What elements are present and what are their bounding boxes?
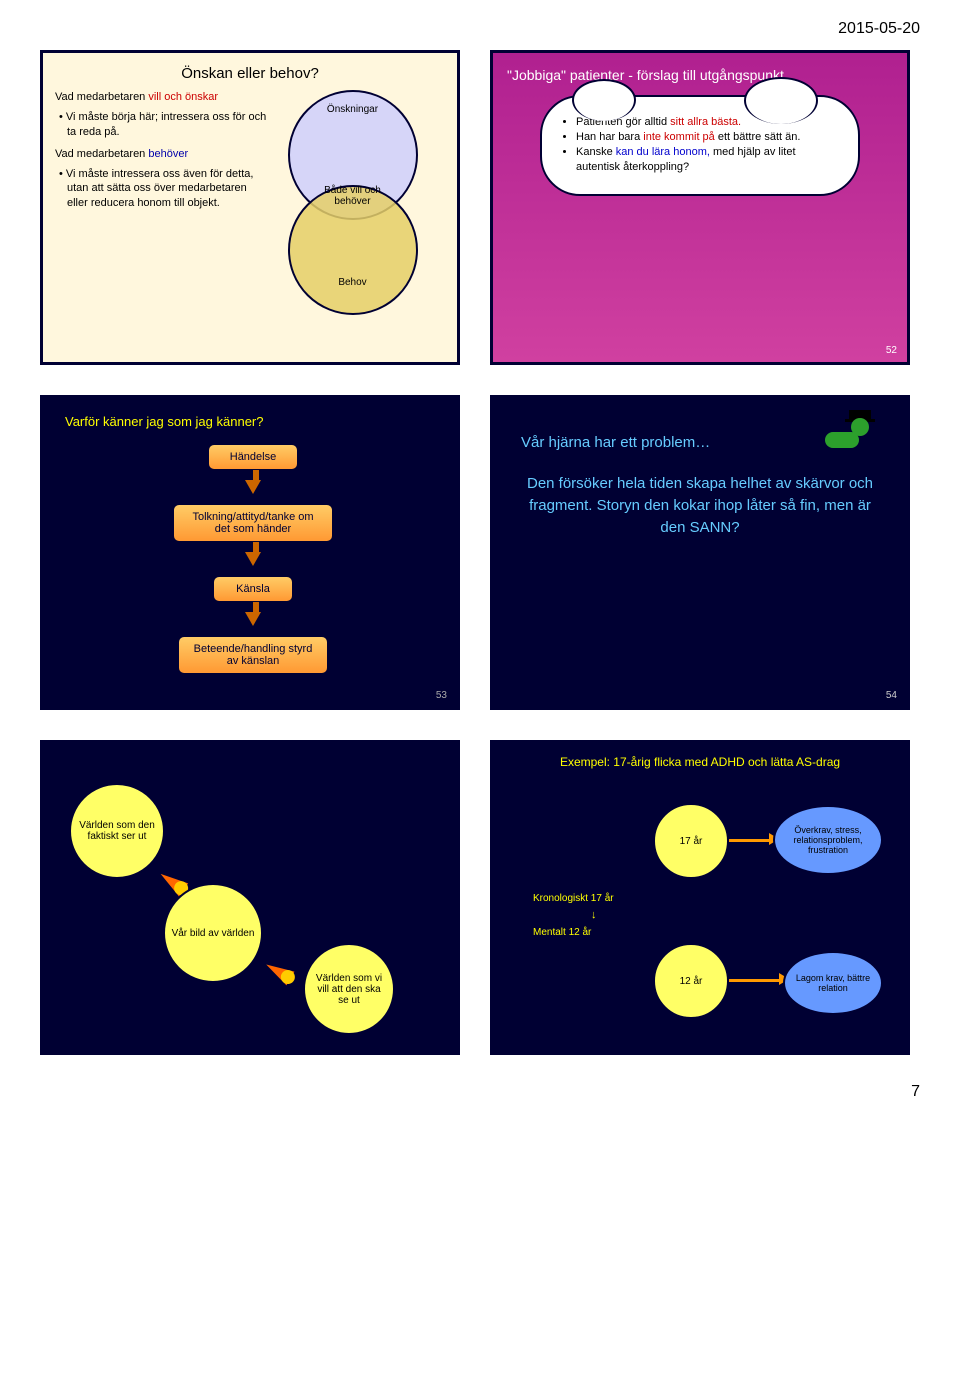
slide4-paragraph: Den försöker hela tiden skapa helhet av … — [511, 473, 889, 538]
flow-box-3: Känsla — [213, 576, 293, 602]
cloud-item-3: Kanske kan du lära honom, med hjälp av l… — [576, 145, 842, 175]
slide2-number: 52 — [886, 345, 897, 356]
bubble-world-wanted: Världen som vi vill att den ska se ut — [303, 943, 395, 1035]
flow-box-1: Händelse — [208, 444, 298, 470]
cloud-callout: Patienten gör alltid sitt allra bästa. H… — [540, 95, 860, 196]
bubble-17: 17 år — [653, 803, 729, 879]
bubble-lagom: Lagom krav, bättre relation — [783, 951, 883, 1015]
arrow-down-icon: ↓ — [591, 909, 597, 921]
slide1-p1: Vad medarbetaren vill och önskar — [55, 90, 270, 104]
slide-5: Världen som den faktiskt ser ut Vår bild… — [40, 740, 460, 1055]
bubble-12: 12 år — [653, 943, 729, 1019]
slide3-title: Varför känner jag som jag känner? — [43, 398, 457, 429]
flow-box-2: Tolkning/attityd/tanke om det som händer — [173, 504, 333, 542]
slide-3: Varför känner jag som jag känner? Händel… — [40, 395, 460, 710]
flowchart: Händelse Tolkning/attityd/tanke om det s… — [153, 444, 353, 674]
slide-1: Önskan eller behov? Vad medarbetaren vil… — [40, 50, 460, 365]
slide-4: Vår hjärna har ett problem… Den försöker… — [490, 395, 910, 710]
bubble-overkrav: Överkrav, stress, relationsproblem, frus… — [773, 805, 883, 875]
venn-diagram: Önskningar Behov Både vill och behöver — [278, 90, 446, 320]
slide1-title: Önskan eller behov? — [55, 65, 445, 82]
header-date: 2015-05-20 — [40, 20, 920, 38]
label-mentalt: Mentalt 12 år — [533, 927, 591, 938]
cloud-item-2: Han har bara inte kommit på ett bättre s… — [576, 130, 842, 145]
slide2-title: "Jobbiga" patienter - förslag till utgån… — [507, 67, 893, 83]
connector-line — [729, 979, 779, 982]
connector-line — [729, 839, 769, 842]
bubble-world-real: Världen som den faktiskt ser ut — [69, 783, 165, 879]
slide4-number: 54 — [886, 690, 897, 701]
comet-arrow-icon — [148, 862, 188, 897]
arrow-down-icon — [245, 612, 261, 626]
flow-box-4: Beteende/handling styrd av känslan — [178, 636, 328, 674]
slide-6: Exempel: 17-årig flicka med ADHD och lät… — [490, 740, 910, 1055]
page-number: 7 — [40, 1083, 920, 1101]
arrow-down-icon — [245, 480, 261, 494]
arrow-down-icon — [245, 552, 261, 566]
slide3-number: 53 — [436, 690, 447, 701]
venn-overlap-label: Både vill och behöver — [318, 185, 388, 207]
slide1-left-col: Vad medarbetaren vill och önskar • Vi må… — [55, 90, 270, 320]
label-kronologiskt: Kronologiskt 17 år — [533, 893, 614, 904]
slide1-bullet2: • Vi måste intressera oss även för detta… — [55, 167, 270, 210]
slide1-bullet1: • Vi måste börja här; intressera oss för… — [55, 110, 270, 139]
slide-grid: Önskan eller behov? Vad medarbetaren vil… — [40, 50, 920, 1055]
cloud-list: Patienten gör alltid sitt allra bästa. H… — [558, 115, 842, 174]
bubble-our-image: Vår bild av världen — [163, 883, 263, 983]
cloud-item-1: Patienten gör alltid sitt allra bästa. — [576, 115, 842, 130]
comet-arrow-icon — [254, 953, 295, 986]
slide-2: "Jobbiga" patienter - förslag till utgån… — [490, 50, 910, 365]
slide1-p2: Vad medarbetaren behöver — [55, 147, 270, 161]
worm-icon — [821, 410, 871, 452]
slide6-title: Exempel: 17-årig flicka med ADHD och lät… — [493, 743, 907, 769]
